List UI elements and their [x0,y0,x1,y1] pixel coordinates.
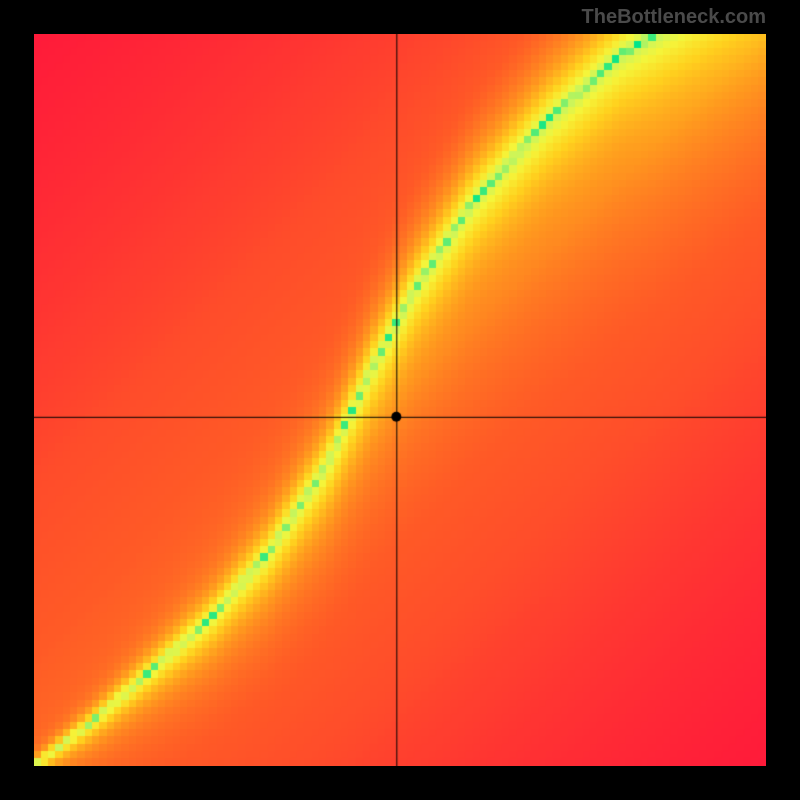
watermark-text: TheBottleneck.com [582,6,766,29]
bottleneck-heatmap [34,34,766,766]
